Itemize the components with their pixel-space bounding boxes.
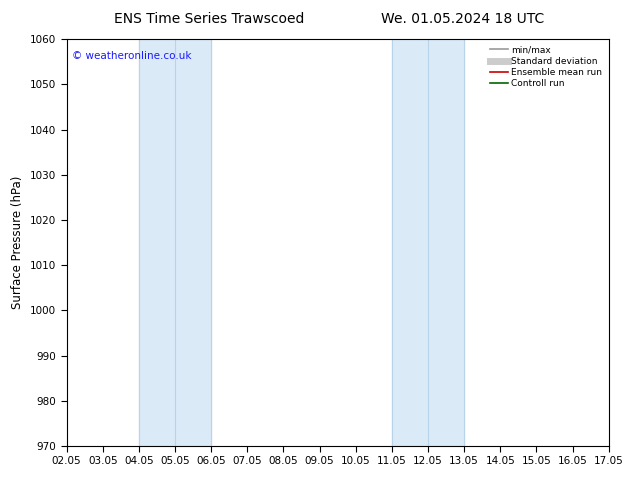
Legend: min/max, Standard deviation, Ensemble mean run, Controll run: min/max, Standard deviation, Ensemble me… (488, 44, 604, 90)
Text: © weatheronline.co.uk: © weatheronline.co.uk (72, 51, 191, 61)
Y-axis label: Surface Pressure (hPa): Surface Pressure (hPa) (11, 176, 24, 309)
Bar (139, 39, 211, 446)
Text: ENS Time Series Trawscoed: ENS Time Series Trawscoed (114, 12, 304, 26)
Text: We. 01.05.2024 18 UTC: We. 01.05.2024 18 UTC (381, 12, 545, 26)
Bar (392, 39, 464, 446)
